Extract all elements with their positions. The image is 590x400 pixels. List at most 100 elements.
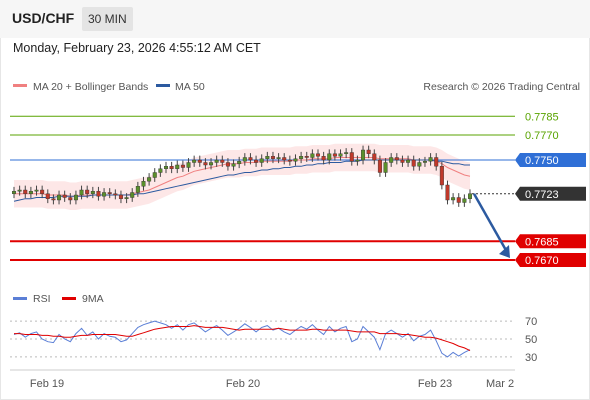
forecast-arrowhead bbox=[499, 245, 510, 258]
candle-body bbox=[197, 159, 202, 163]
candle-body bbox=[107, 192, 112, 194]
candle-body bbox=[68, 197, 73, 201]
candle-body bbox=[254, 159, 259, 163]
rsi-legend-label: RSI bbox=[33, 293, 51, 305]
candle-body bbox=[186, 162, 191, 168]
candle-body bbox=[124, 197, 129, 199]
candle-body bbox=[147, 177, 152, 182]
candle-body bbox=[175, 164, 180, 169]
forecast-arrow bbox=[472, 193, 510, 258]
candle-body bbox=[411, 159, 416, 167]
candle-body bbox=[225, 162, 230, 167]
candle-body bbox=[451, 197, 456, 201]
candle-body bbox=[332, 153, 337, 157]
candle-body bbox=[400, 159, 405, 163]
x-tick-label: Feb 23 bbox=[418, 378, 452, 390]
rsi-level-label: 70 bbox=[525, 316, 537, 328]
level-label: 0.7750 bbox=[525, 155, 559, 167]
rsi-legend-swatch bbox=[13, 297, 27, 300]
candle-body bbox=[209, 162, 214, 166]
candle-body bbox=[259, 158, 264, 163]
rsi-line bbox=[13, 320, 471, 358]
candle-body bbox=[57, 194, 62, 201]
price-level-labels: 0.7785 0.7770 0.7750 0.7723 0.7685 0.7670 bbox=[515, 111, 586, 267]
candle-body bbox=[34, 189, 39, 192]
ma20-legend-swatch bbox=[13, 84, 27, 87]
rsi-level-label: 50 bbox=[525, 334, 537, 346]
ma20-line bbox=[14, 157, 471, 197]
symbol-label: USD/CHF bbox=[12, 10, 75, 26]
ma20-legend-label: MA 20 + Bollinger Bands bbox=[33, 81, 148, 93]
candle-body bbox=[169, 166, 174, 169]
candle-body bbox=[237, 161, 242, 164]
candle-body bbox=[152, 172, 157, 178]
candle-body bbox=[141, 181, 146, 187]
ma50-legend-swatch bbox=[156, 84, 170, 87]
ma9-legend-swatch bbox=[62, 297, 76, 300]
candle-body bbox=[327, 153, 332, 161]
candle-body bbox=[304, 156, 309, 158]
moving-averages bbox=[13, 157, 471, 202]
candle-body bbox=[276, 157, 281, 159]
x-tick-label: Mar 2 bbox=[486, 378, 514, 390]
candle-body bbox=[349, 152, 354, 162]
candle-body bbox=[96, 191, 101, 197]
level-label: 0.7770 bbox=[525, 130, 559, 142]
candle-body bbox=[214, 159, 219, 163]
candle-body bbox=[45, 193, 50, 199]
ma9-legend-label: 9MA bbox=[82, 293, 104, 305]
candle-body bbox=[406, 159, 411, 163]
level-label: 0.7670 bbox=[525, 255, 559, 267]
candle-body bbox=[73, 194, 78, 201]
candle-body bbox=[338, 153, 343, 157]
candle-body bbox=[372, 153, 377, 161]
candle-body bbox=[90, 191, 95, 194]
candle-body bbox=[242, 157, 247, 162]
candle-body bbox=[344, 152, 349, 154]
candle-body bbox=[40, 189, 45, 194]
timeframe-button[interactable]: 30 MIN bbox=[82, 7, 133, 31]
candle-body bbox=[203, 162, 208, 166]
level-label-box bbox=[515, 186, 586, 201]
candle-body bbox=[231, 163, 236, 167]
candle-body bbox=[28, 191, 33, 194]
candle-body bbox=[102, 192, 107, 197]
level-label: 0.7685 bbox=[525, 236, 559, 248]
candle-body bbox=[118, 194, 123, 199]
candle-body bbox=[462, 198, 467, 203]
x-tick-label: Feb 20 bbox=[226, 378, 260, 390]
level-label-box bbox=[515, 234, 586, 249]
candle-body bbox=[270, 156, 275, 159]
rsi-level-label: 30 bbox=[525, 352, 537, 364]
candlesticks bbox=[11, 145, 473, 207]
candle-body bbox=[366, 149, 371, 154]
x-axis: Feb 19 Feb 20 Feb 23 Mar 2 bbox=[30, 378, 514, 390]
candle-body bbox=[130, 192, 135, 198]
candle-body bbox=[355, 159, 360, 162]
level-label-box bbox=[515, 253, 586, 267]
level-label: 0.7785 bbox=[525, 111, 559, 123]
bollinger-bands bbox=[14, 143, 470, 210]
forecast-line bbox=[472, 193, 509, 253]
candle-body bbox=[417, 162, 422, 167]
candle-body bbox=[321, 156, 326, 161]
candle-body bbox=[265, 156, 270, 159]
candle-body bbox=[192, 159, 197, 163]
candle-body bbox=[293, 158, 298, 162]
candle-body bbox=[456, 197, 461, 203]
candle-body bbox=[51, 198, 56, 201]
candle-body bbox=[361, 149, 366, 161]
candle-body bbox=[113, 193, 118, 196]
bollinger-band-area bbox=[14, 143, 470, 210]
candle-body bbox=[180, 164, 185, 168]
candle-body bbox=[445, 184, 450, 201]
candle-body bbox=[62, 194, 67, 198]
x-tick-label: Feb 19 bbox=[30, 378, 64, 390]
timestamp: Monday, February 23, 2026 4:55:12 AM CET bbox=[13, 41, 261, 55]
candle-body bbox=[85, 189, 90, 194]
candle-body bbox=[422, 161, 427, 163]
ma50-line bbox=[13, 159, 470, 202]
candle-body bbox=[389, 157, 394, 163]
chart-legend: MA 20 + Bollinger Bands MA 50 Research ©… bbox=[13, 81, 580, 93]
